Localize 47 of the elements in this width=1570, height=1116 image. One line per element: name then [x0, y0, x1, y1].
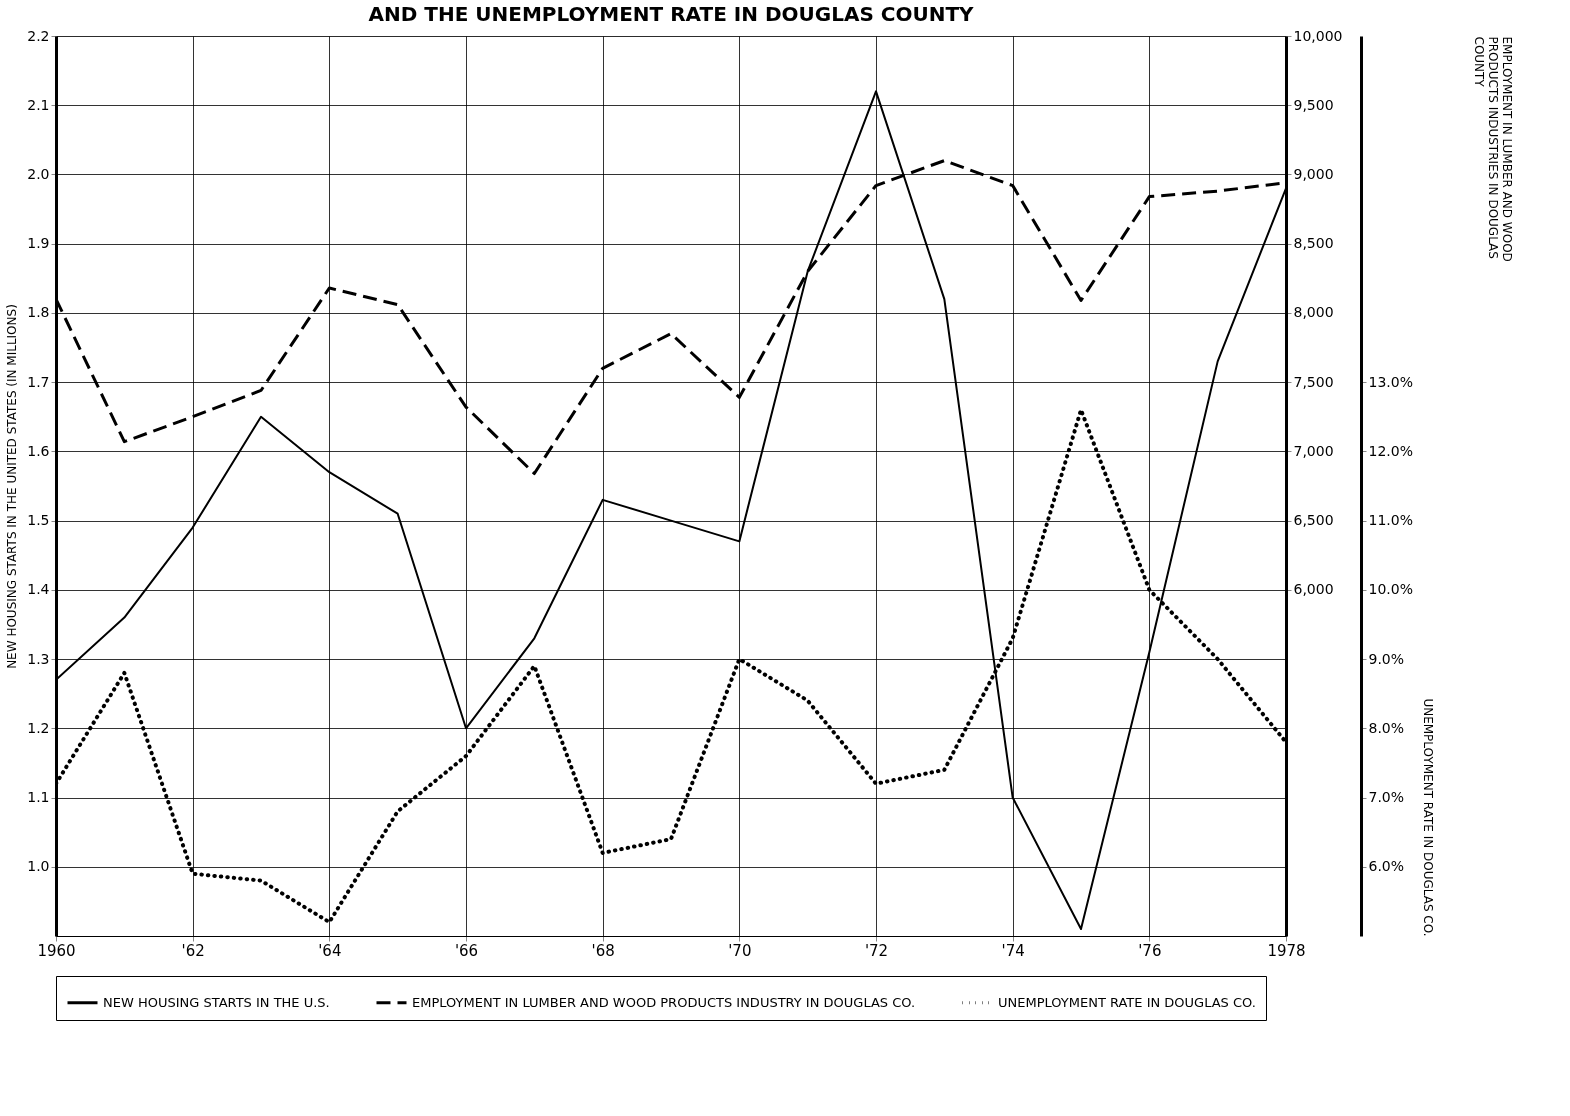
y-tick-label: 1.9	[27, 235, 50, 252]
x-tick-label: '76	[1138, 941, 1162, 960]
y2-tick-label: 7,500	[1293, 373, 1334, 390]
y3-tick-label: 12.0%	[1368, 442, 1413, 459]
legend-label: UNEMPLOYMENT RATE IN DOUGLAS CO.	[998, 994, 1256, 1010]
x-tick-label: '70	[728, 941, 752, 960]
y-tick-label: 2.2	[27, 27, 50, 44]
y2-tick-label: 7,000	[1293, 442, 1334, 459]
y3-tick-label: 11.0%	[1368, 512, 1413, 529]
y3-tick-label: 10.0%	[1368, 581, 1413, 598]
x-tick-label: 1978	[1267, 941, 1306, 960]
chart-title: AND THE UNEMPLOYMENT RATE IN DOUGLAS COUNTY	[368, 2, 975, 26]
y2-axis-title: EMPLOYMENT IN LUMBER AND WOOD PRODUCTS INDUSTRIES IN DOUGLAS COUNTY	[1472, 36, 1515, 262]
y3-tick-label: 6.0%	[1368, 858, 1405, 875]
y2-tick-label: 6,000	[1293, 581, 1334, 598]
y-tick-label: 1.0	[27, 858, 50, 875]
y-tick-label: 1.6	[27, 442, 50, 459]
y-tick-label: 1.7	[27, 373, 50, 390]
y-tick-label: 1.5	[27, 512, 50, 529]
y3-tick-label: 9.0%	[1368, 650, 1405, 667]
y-axis-title: NEW HOUSING STARTS IN THE UNITED STATES (IN MILLIONS)	[5, 304, 20, 669]
x-tick-label: '72	[864, 941, 889, 960]
y-tick-label: 1.1	[27, 789, 50, 806]
x-tick-label: '74	[1001, 941, 1025, 960]
y3-tick-label: 7.0%	[1368, 789, 1405, 806]
x-tick-label: '64	[318, 941, 342, 960]
y3-axis-title: UNEMPLOYMENT RATE IN DOUGLAS CO.	[1420, 698, 1435, 937]
y2-tick-label: 10,000	[1293, 27, 1343, 44]
y3-tick-label: 13.0%	[1368, 373, 1413, 390]
x-tick-label: '62	[181, 941, 205, 960]
legend-label: EMPLOYMENT IN LUMBER AND WOOD PRODUCTS INDUSTRY IN DOUGLAS CO.	[412, 994, 916, 1010]
legend-label: NEW HOUSING STARTS IN THE U.S.	[103, 994, 330, 1010]
y3-tick-label: 8.0%	[1368, 719, 1405, 736]
y-tick-label: 1.4	[27, 581, 50, 598]
y2-tick-label: 6,500	[1293, 512, 1334, 529]
x-tick-label: '68	[591, 941, 615, 960]
y-tick-label: 2.0	[27, 165, 50, 182]
x-tick-label: 1960	[37, 941, 76, 960]
y-tick-label: 1.2	[27, 719, 50, 736]
y2-tick-label: 9,500	[1293, 96, 1334, 113]
y2-tick-label: 8,000	[1293, 304, 1334, 321]
y-tick-label: 1.8	[27, 304, 50, 321]
y2-tick-label: 8,500	[1293, 235, 1334, 252]
y2-tick-label: 9,000	[1293, 165, 1334, 182]
y-tick-label: 2.1	[27, 96, 50, 113]
y-tick-label: 1.3	[27, 650, 50, 667]
x-tick-label: '66	[454, 941, 479, 960]
